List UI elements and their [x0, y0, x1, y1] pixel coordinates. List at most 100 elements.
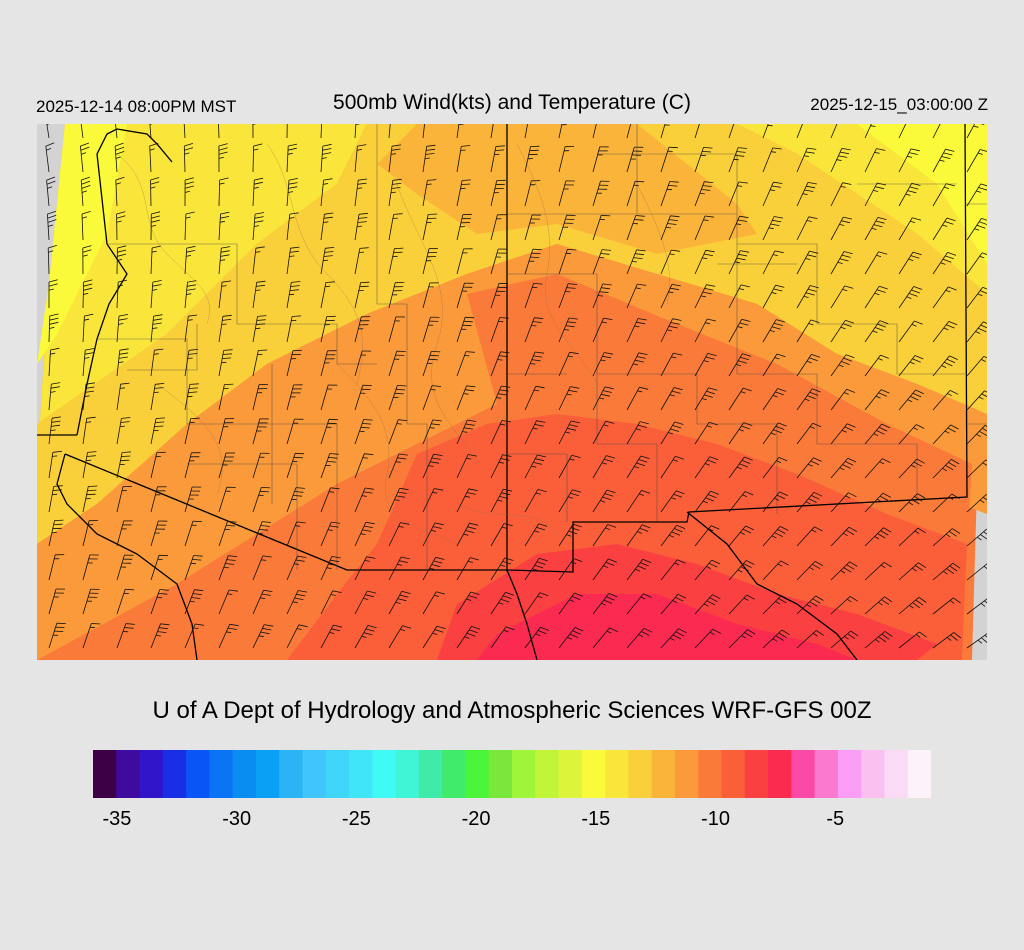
- wind-barb-flag: [571, 454, 581, 458]
- wind-barb: [694, 628, 714, 649]
- wind-barb: [864, 124, 872, 139]
- wind-barb-flag: [222, 357, 232, 359]
- wind-barb-flag: [434, 629, 444, 633]
- wind-barb: [354, 385, 364, 411]
- wind-barb-flag: [262, 521, 272, 523]
- wind-barb: [422, 557, 436, 581]
- wind-barb-flag: [676, 524, 686, 529]
- wind-barb-flag: [631, 261, 637, 263]
- wind-barb: [694, 421, 710, 445]
- wind-barb-flag: [398, 453, 408, 456]
- wind-barb-flag: [115, 151, 125, 155]
- wind-barb-flag: [366, 556, 376, 559]
- wind-barb-flag: [641, 524, 651, 529]
- colorbar-swatch: [93, 750, 117, 798]
- wind-barb: [864, 285, 880, 309]
- wind-barb: [762, 124, 769, 139]
- state-borders: [37, 124, 968, 660]
- wind-barb-flag: [330, 559, 340, 563]
- wind-barb-flag: [675, 490, 685, 495]
- wind-barb: [830, 124, 838, 139]
- wind-barb-flag: [534, 424, 544, 427]
- wind-barb-flag: [84, 318, 90, 321]
- wind-barb-flag: [460, 149, 466, 151]
- colorbar-swatch: [442, 750, 466, 798]
- wind-barb: [694, 124, 700, 139]
- wind-barb: [82, 315, 85, 343]
- wind-barb-flag: [394, 247, 404, 249]
- wind-barb-flag: [909, 361, 915, 365]
- wind-barb: [150, 589, 161, 615]
- wind-barb-flag: [80, 142, 90, 147]
- wind-barb-flag: [771, 185, 781, 188]
- wind-barb-flag: [600, 253, 610, 255]
- wind-barb-flag: [635, 287, 641, 290]
- wind-barb-flag: [912, 217, 922, 221]
- wind-barb: [830, 285, 845, 309]
- wind-barb-flag: [153, 314, 163, 317]
- wind-barb: [558, 317, 570, 343]
- wind-barb-flag: [951, 493, 960, 500]
- temperature-colorbar: [93, 750, 931, 798]
- wind-barb: [660, 318, 673, 343]
- wind-barb-flag: [503, 629, 509, 633]
- wind-barb-flag: [536, 527, 546, 531]
- wind-barb-flag: [745, 525, 754, 531]
- wind-barb-flag: [323, 221, 329, 223]
- wind-barb-flag: [333, 624, 343, 628]
- wind-barb-flag: [633, 363, 639, 366]
- wind-barb-flag: [287, 152, 293, 155]
- wind-barb-flag: [225, 563, 235, 565]
- wind-barb: [184, 555, 194, 581]
- colorbar-swatch: [605, 750, 629, 798]
- wind-barb-flag: [149, 124, 153, 125]
- wind-barb: [184, 486, 193, 513]
- wind-barb-flag: [567, 637, 573, 640]
- wind-barb-flag: [574, 592, 583, 597]
- wind-barb: [728, 387, 744, 411]
- wind-barb: [150, 384, 156, 411]
- wind-barb-flag: [188, 391, 198, 393]
- wind-barb: [80, 180, 84, 207]
- wind-barb-flag: [744, 491, 754, 496]
- wind-barb-flag: [984, 600, 987, 604]
- wind-barb-flag: [222, 353, 232, 355]
- wind-barb-flag: [710, 525, 720, 530]
- wind-barb-flag: [255, 327, 261, 330]
- wind-barb-flag: [910, 148, 920, 152]
- wind-barb: [490, 385, 502, 411]
- wind-barb-flag: [426, 183, 432, 185]
- wind-barb-flag: [191, 597, 201, 599]
- wind-barb-flag: [913, 427, 919, 431]
- wind-barb-flag: [671, 356, 677, 359]
- wind-barb-flag: [497, 286, 507, 289]
- wind-barb-flag: [501, 420, 511, 423]
- wind-barb-flag: [814, 526, 823, 532]
- wind-barb-flag: [602, 390, 612, 393]
- wind-barb-flag: [463, 320, 473, 323]
- wind-barb-flag: [701, 189, 711, 191]
- wind-barb-flag: [54, 519, 64, 521]
- wind-barb-flag: [907, 399, 913, 403]
- wind-barb: [864, 423, 883, 445]
- wind-barb-flag: [531, 465, 537, 468]
- wind-barb-flag: [770, 223, 780, 226]
- wind-barb: [626, 318, 639, 343]
- wind-barb: [932, 562, 954, 581]
- wind-barb-flag: [844, 285, 854, 289]
- wind-barb: [388, 316, 397, 343]
- wind-barb-flag: [641, 631, 650, 636]
- wind-barb-flag: [155, 421, 165, 423]
- wind-barb: [184, 521, 194, 547]
- wind-barb-flag: [976, 190, 982, 193]
- wind-barb: [354, 180, 359, 207]
- wind-barb-flag: [48, 279, 58, 283]
- wind-barb: [422, 419, 434, 445]
- wind-barb-flag: [742, 353, 752, 357]
- wind-barb-flag: [569, 351, 579, 355]
- wind-barb-flag: [841, 220, 851, 224]
- wind-barb: [422, 351, 432, 377]
- wind-barb: [626, 524, 643, 547]
- wind-barb-flag: [399, 560, 408, 563]
- wind-barb-flag: [328, 457, 338, 459]
